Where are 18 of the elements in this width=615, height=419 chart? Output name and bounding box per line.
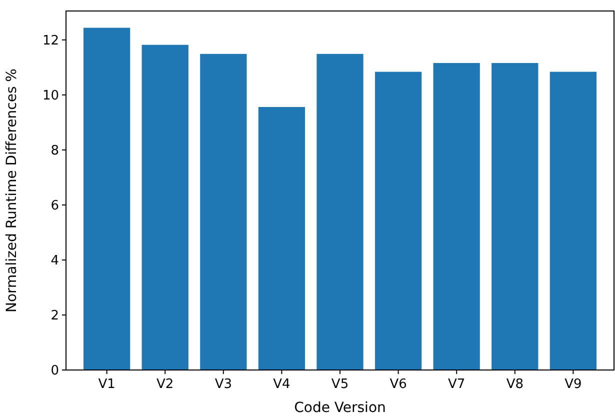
y-tick-label: 10 xyxy=(42,88,59,104)
y-axis-title: Normalized Runtime Differences % xyxy=(4,68,20,312)
y-tick-label: 4 xyxy=(50,254,59,269)
y-tick-label: 8 xyxy=(50,143,59,158)
y-tick-label: 12 xyxy=(42,33,59,48)
y-tick-label: 0 xyxy=(50,364,59,379)
x-tick-label: V1 xyxy=(98,377,116,392)
x-axis-title: Code Version xyxy=(294,400,386,416)
x-tick-label: V8 xyxy=(506,377,524,392)
x-tick-label: V7 xyxy=(448,377,466,392)
x-tick-label: V2 xyxy=(156,377,174,392)
x-tick-label: V4 xyxy=(273,377,290,392)
x-tick-label: V3 xyxy=(214,377,232,392)
x-tick-label: V6 xyxy=(390,377,407,392)
y-tick-label: 6 xyxy=(50,198,59,214)
x-tick-label: V5 xyxy=(331,377,349,392)
x-tick-label: V9 xyxy=(564,377,582,392)
y-tick-label: 2 xyxy=(50,308,59,324)
